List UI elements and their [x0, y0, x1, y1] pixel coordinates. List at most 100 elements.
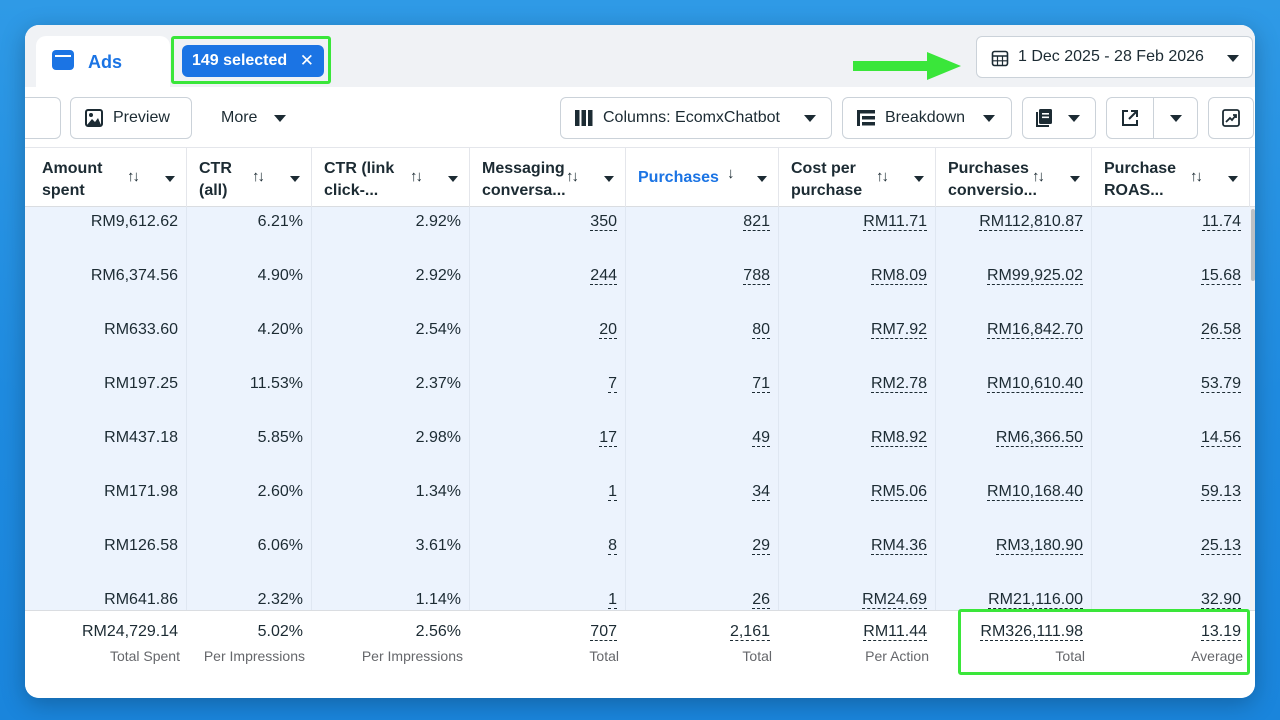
reports-icon	[1036, 109, 1052, 127]
cell-purchases-conversion-value[interactable]: RM6,366.50	[936, 429, 1083, 447]
arrow-down-icon[interactable]: ↓	[727, 165, 734, 182]
cell-purchases-conversion-value[interactable]: RM10,610.40	[936, 375, 1083, 393]
cell-purchases[interactable]: 71	[626, 375, 770, 393]
cell-purchases-conversion-value[interactable]: RM21,116.00	[936, 591, 1083, 609]
chevron-down-icon[interactable]	[1070, 176, 1080, 182]
cell-purchases[interactable]: 821	[626, 213, 770, 231]
cell-purchases[interactable]: 29	[626, 537, 770, 555]
cell-purchase-roas[interactable]: 53.79	[1092, 375, 1241, 393]
table-row[interactable]: RM437.18 5.85% 2.98% 17 49 RM8.92 RM6,366.50 14…	[25, 423, 1250, 477]
cell-value: 80	[752, 321, 770, 339]
table-row[interactable]: RM126.58 6.06% 3.61% 8 29 RM4.36 RM3,180.90 25.…	[25, 531, 1250, 585]
chevron-down-icon[interactable]	[914, 176, 924, 182]
cell-purchases[interactable]: 34	[626, 483, 770, 501]
table-row[interactable]: RM171.98 2.60% 1.34% 1 34 RM5.06 RM10,168.40 59…	[25, 477, 1250, 531]
sort-icon[interactable]: ↑↓	[1032, 168, 1045, 185]
cell-purchase-roas[interactable]: 26.58	[1092, 321, 1241, 339]
columns-button[interactable]: Columns: EcomxChatbot	[560, 97, 832, 139]
reports-button[interactable]	[1022, 97, 1096, 139]
chevron-down-icon	[804, 115, 816, 122]
cell-purchase-roas[interactable]: 14.56	[1092, 429, 1241, 447]
cell-cost-per-purchase[interactable]: RM8.09	[779, 267, 927, 285]
cell-messaging-conversations[interactable]: 1	[470, 591, 617, 609]
cell-purchases-conversion-value[interactable]: RM16,842.70	[936, 321, 1083, 339]
chevron-down-icon[interactable]	[290, 176, 300, 182]
cell-purchase-roas[interactable]: 25.13	[1092, 537, 1241, 555]
chevron-down-icon[interactable]	[448, 176, 458, 182]
column-header-purchases-conversion-value[interactable]: Purchases conversio... ↑↓	[936, 148, 1092, 207]
cell-cost-per-purchase[interactable]: RM5.06	[779, 483, 927, 501]
chevron-down-icon[interactable]	[604, 176, 614, 182]
cell-amount-spent: RM197.25	[30, 375, 178, 393]
column-header-messaging-conversations[interactable]: Messaging conversa... ↑↓	[470, 148, 626, 207]
date-range-button[interactable]: 1 Dec 2025 - 28 Feb 2026	[976, 36, 1253, 78]
preview-label: Preview	[113, 109, 170, 126]
table-row[interactable]: RM633.60 4.20% 2.54% 20 80 RM7.92 RM16,842.70 2…	[25, 315, 1250, 369]
cell-messaging-conversations[interactable]: 350	[470, 213, 617, 231]
tab-ads[interactable]: Ads	[36, 36, 170, 87]
sort-icon[interactable]: ↑↓	[410, 168, 423, 185]
cell-purchases-conversion-value[interactable]: RM99,925.02	[936, 267, 1083, 285]
table-row[interactable]: RM641.86 2.32% 1.14% 1 26 RM24.69 RM21,116.00 3…	[25, 585, 1250, 610]
cell-value: 2.92%	[415, 213, 461, 230]
cell-purchases[interactable]: 788	[626, 267, 770, 285]
clipped-toolbar-button[interactable]	[25, 97, 61, 139]
cell-purchases[interactable]: 26	[626, 591, 770, 609]
cell-purchases-conversion-value[interactable]: RM10,168.40	[936, 483, 1083, 501]
cell-messaging-conversations[interactable]: 17	[470, 429, 617, 447]
column-divider	[1091, 207, 1092, 610]
table-row[interactable]: RM6,374.56 4.90% 2.92% 244 788 RM8.09 RM99,925…	[25, 261, 1250, 315]
selected-count-label: 149 selected	[192, 52, 288, 69]
chevron-down-icon[interactable]	[1228, 176, 1238, 182]
cell-cost-per-purchase[interactable]: RM2.78	[779, 375, 927, 393]
cell-messaging-conversations[interactable]: 244	[470, 267, 617, 285]
column-header-purchases[interactable]: Purchases ↓	[626, 148, 779, 207]
cell-purchases-conversion-value[interactable]: RM3,180.90	[936, 537, 1083, 555]
preview-button[interactable]: Preview	[70, 97, 192, 139]
cell-purchase-roas[interactable]: 59.13	[1092, 483, 1241, 501]
close-icon[interactable]: ✕	[299, 51, 314, 70]
cell-purchases-conversion-value[interactable]: RM112,810.87	[936, 213, 1083, 231]
column-header-ctr-all[interactable]: CTR (all) ↑↓	[187, 148, 312, 207]
selected-count-chip[interactable]: 149 selected ✕	[182, 45, 324, 77]
sort-icon[interactable]: ↑↓	[127, 168, 140, 185]
table-row[interactable]: RM9,612.62 6.21% 2.92% 350 821 RM11.71 RM112,8…	[25, 207, 1250, 261]
sort-icon[interactable]: ↑↓	[1190, 168, 1203, 185]
column-header-ctr-link-click[interactable]: CTR (link click-... ↑↓	[312, 148, 470, 207]
export-button[interactable]	[1107, 98, 1154, 138]
total-value-messaging-conversations: 707	[590, 623, 617, 641]
charts-button[interactable]	[1208, 97, 1254, 139]
chevron-down-icon[interactable]	[757, 176, 767, 182]
cell-cost-per-purchase[interactable]: RM7.92	[779, 321, 927, 339]
cell-value: 17	[599, 429, 617, 447]
column-header-amount-spent[interactable]: Amount spent ↑↓	[30, 148, 187, 207]
chevron-down-icon[interactable]	[165, 176, 175, 182]
cell-value: 2.32%	[257, 591, 303, 608]
total-label-purchases-conversion-value: Total	[1055, 648, 1085, 664]
cell-purchase-roas[interactable]: 32.90	[1092, 591, 1241, 609]
column-header-cost-per-purchase[interactable]: Cost per purchase ↑↓	[779, 148, 936, 207]
more-button[interactable]: More	[207, 97, 295, 139]
column-header-purchase-roas[interactable]: Purchase ROAS... ↑↓	[1092, 148, 1250, 207]
cell-purchases[interactable]: 80	[626, 321, 770, 339]
cell-messaging-conversations[interactable]: 20	[470, 321, 617, 339]
cell-messaging-conversations[interactable]: 7	[470, 375, 617, 393]
cell-cost-per-purchase[interactable]: RM8.92	[779, 429, 927, 447]
cell-messaging-conversations[interactable]: 8	[470, 537, 617, 555]
sort-icon[interactable]: ↑↓	[566, 168, 579, 185]
breakdown-label: Breakdown	[885, 109, 966, 126]
cell-cost-per-purchase[interactable]: RM4.36	[779, 537, 927, 555]
sort-icon[interactable]: ↑↓	[876, 168, 889, 185]
cell-purchase-roas[interactable]: 15.68	[1092, 267, 1241, 285]
sort-icon[interactable]: ↑↓	[252, 168, 265, 185]
scrollbar-thumb[interactable]	[1251, 209, 1255, 281]
cell-purchase-roas[interactable]: 11.74	[1092, 213, 1241, 231]
breakdown-button[interactable]: Breakdown	[842, 97, 1012, 139]
table-row[interactable]: RM197.25 11.53% 2.37% 7 71 RM2.78 RM10,610.40 5…	[25, 369, 1250, 423]
cell-cost-per-purchase[interactable]: RM24.69	[779, 591, 927, 609]
cell-cost-per-purchase[interactable]: RM11.71	[779, 213, 927, 231]
cell-purchases[interactable]: 49	[626, 429, 770, 447]
export-dropdown-button[interactable]	[1154, 98, 1198, 138]
scrollbar-track[interactable]	[1250, 207, 1255, 610]
cell-messaging-conversations[interactable]: 1	[470, 483, 617, 501]
